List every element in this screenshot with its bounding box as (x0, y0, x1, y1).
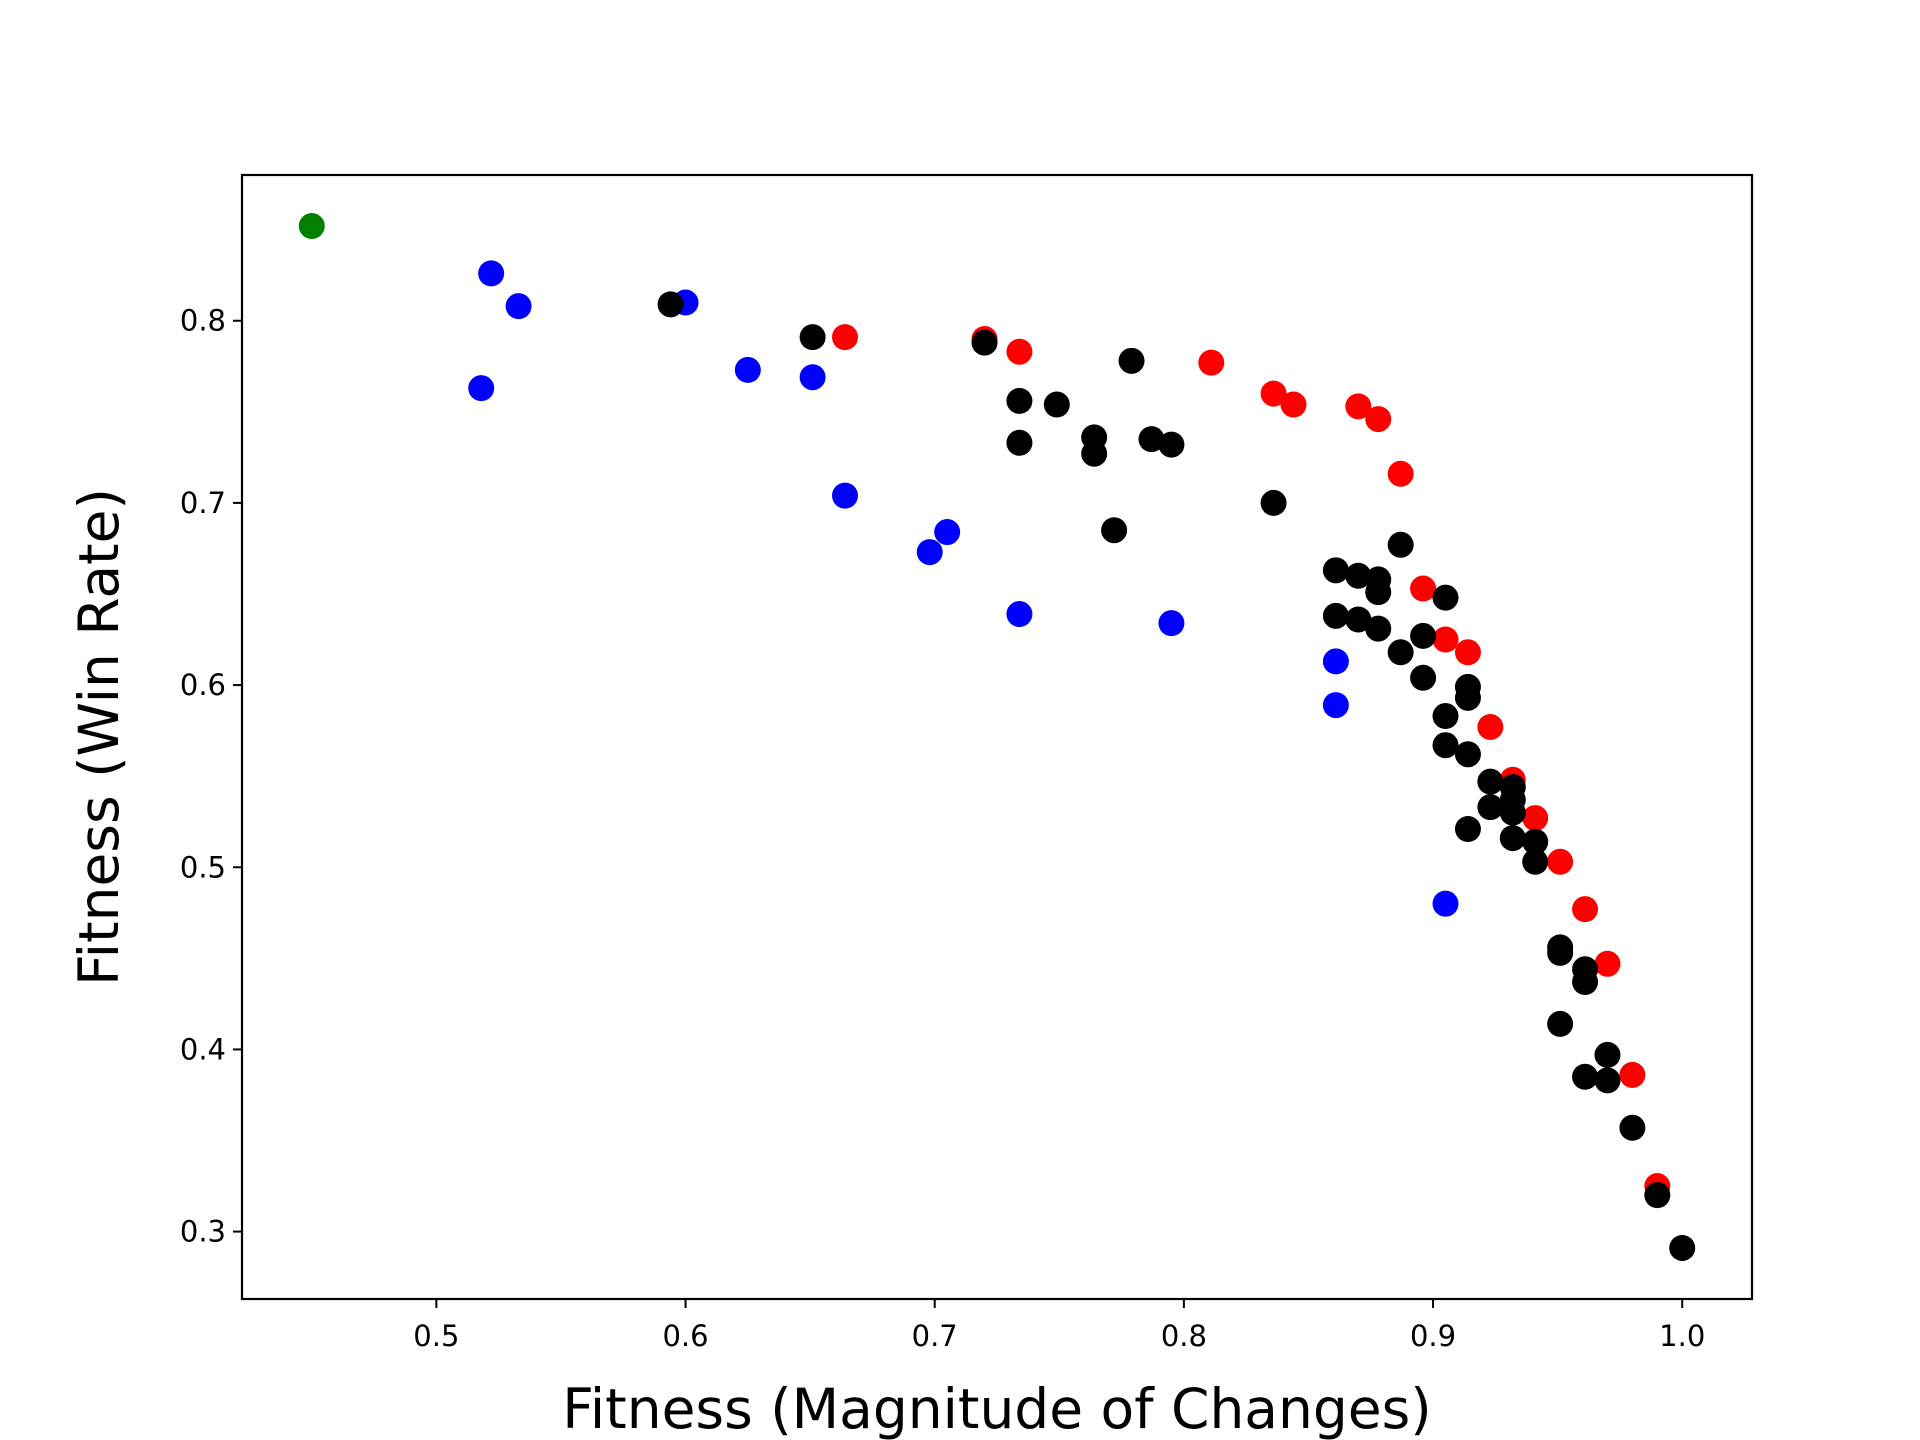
scatter-point (1322, 602, 1349, 629)
scatter-point (1365, 406, 1392, 433)
scatter-point (1477, 794, 1504, 821)
scatter-point (1572, 969, 1599, 996)
scatter-point (1432, 890, 1459, 917)
scatter-point (832, 482, 859, 509)
scatter-point (1158, 431, 1185, 458)
scatter-point (1432, 626, 1459, 653)
plot-frame (240, 173, 1754, 1301)
scatter-point (1138, 426, 1165, 453)
scatter-point (468, 375, 495, 402)
scatter-point (1365, 615, 1392, 642)
scatter-point (734, 356, 761, 383)
y-axis-title: Fitness (Win Rate) (67, 488, 131, 986)
scatter-point (1006, 338, 1033, 365)
scatter-point (1522, 848, 1549, 875)
scatter-point (1547, 848, 1574, 875)
axis-ticks: 0.5 0.6 0.7 0.8 0.9 1.0 0.3 0.4 0.5 0.6 0.7 0.8 (180, 304, 1705, 1353)
x-tick-label: 0.9 (1410, 1319, 1456, 1353)
scatter-point (1572, 896, 1599, 923)
x-tick-label: 0.8 (1161, 1319, 1207, 1353)
x-tick-label: 1.0 (1659, 1319, 1705, 1353)
scatter-point (1499, 825, 1526, 852)
scatter-point (1198, 349, 1225, 376)
scatter-point (505, 293, 532, 320)
scatter-point (1410, 575, 1437, 602)
scatter-point (1387, 460, 1414, 487)
scatter-point (1477, 768, 1504, 795)
scatter-point (1118, 347, 1145, 374)
scatter-point (1081, 440, 1108, 467)
scatter-point (1101, 517, 1128, 544)
scatter-point (1322, 692, 1349, 719)
x-axis-title: Fitness (Magnitude of Changes) (562, 1377, 1431, 1440)
scatter-point (1280, 391, 1307, 418)
data-points (298, 213, 1696, 1261)
scatter-point (1410, 664, 1437, 691)
scatter-point (799, 324, 826, 351)
scatter-point (1322, 557, 1349, 584)
scatter-point (1522, 805, 1549, 832)
scatter-point (1572, 1063, 1599, 1090)
scatter-point (1619, 1114, 1646, 1141)
scatter-point (1432, 584, 1459, 611)
scatter-point (1432, 703, 1459, 730)
scatter-point (1410, 622, 1437, 649)
scatter-point (1345, 562, 1372, 589)
scatter-point (1594, 1041, 1621, 1068)
scatter-point (1260, 489, 1287, 516)
scatter-point (1619, 1061, 1646, 1088)
scatter-point (799, 364, 826, 391)
scatter-point (1644, 1182, 1671, 1209)
scatter-point (1454, 741, 1481, 768)
scatter-point (1432, 732, 1459, 759)
y-tick-label: 0.8 (180, 304, 226, 338)
scatter-point (916, 539, 943, 566)
x-tick-label: 0.5 (413, 1319, 459, 1353)
scatter-point (1594, 950, 1621, 977)
scatter-point (1454, 639, 1481, 666)
y-tick-label: 0.6 (180, 668, 226, 702)
x-tick-label: 0.6 (662, 1319, 708, 1353)
scatter-point (1669, 1234, 1696, 1261)
scatter-point (1547, 939, 1574, 966)
scatter-point (1387, 531, 1414, 558)
scatter-point (934, 519, 961, 546)
y-tick-label: 0.7 (180, 486, 226, 520)
scatter-point (1345, 606, 1372, 633)
scatter-point (1006, 387, 1033, 414)
scatter-point (1006, 429, 1033, 456)
scatter-point (1454, 684, 1481, 711)
scatter-point (1322, 648, 1349, 675)
scatter-point (1158, 610, 1185, 637)
scatter-point (298, 213, 325, 240)
scatter-point (1006, 601, 1033, 628)
scatter-point (1454, 815, 1481, 842)
y-tick-label: 0.4 (180, 1032, 226, 1066)
scatter-point (832, 324, 859, 351)
scatter-point (1043, 391, 1070, 418)
scatter-point (1387, 639, 1414, 666)
scatter-point (1365, 579, 1392, 606)
scatter-point (1594, 1067, 1621, 1094)
x-tick-label: 0.7 (912, 1319, 958, 1353)
y-tick-label: 0.3 (180, 1215, 226, 1249)
scatter-point (1477, 713, 1504, 740)
y-tick-label: 0.5 (180, 850, 226, 884)
scatter-point (1547, 1010, 1574, 1037)
scatter-point (478, 260, 505, 287)
scatter-point (1345, 393, 1372, 420)
scatter-point (1499, 799, 1526, 826)
scatter-point (1522, 828, 1549, 855)
scatter-point (657, 291, 684, 318)
scatter-point (971, 329, 998, 356)
scatter-point (1260, 380, 1287, 407)
